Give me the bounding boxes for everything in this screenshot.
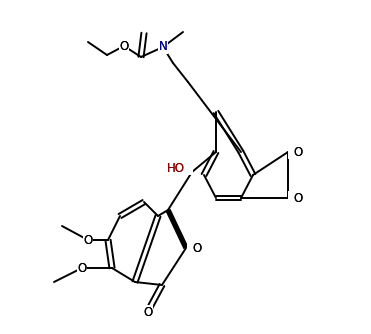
- FancyBboxPatch shape: [143, 305, 153, 319]
- Text: O: O: [293, 146, 302, 159]
- FancyBboxPatch shape: [83, 233, 93, 247]
- Text: O: O: [78, 262, 86, 275]
- Text: O: O: [83, 233, 93, 246]
- FancyBboxPatch shape: [187, 241, 197, 255]
- Text: O: O: [293, 191, 302, 204]
- Text: O: O: [192, 241, 201, 255]
- Text: O: O: [83, 233, 93, 246]
- Text: O: O: [293, 146, 302, 159]
- Text: O: O: [78, 262, 86, 275]
- Text: O: O: [143, 306, 152, 319]
- Text: O: O: [192, 241, 201, 255]
- FancyBboxPatch shape: [77, 261, 87, 275]
- Text: N: N: [159, 40, 167, 53]
- FancyBboxPatch shape: [119, 39, 129, 53]
- Text: O: O: [119, 39, 129, 52]
- Text: HO: HO: [167, 162, 185, 174]
- Text: O: O: [293, 191, 302, 204]
- Text: O: O: [119, 39, 129, 52]
- FancyBboxPatch shape: [288, 191, 298, 205]
- Text: HO: HO: [167, 162, 185, 174]
- Text: N: N: [159, 40, 167, 53]
- FancyBboxPatch shape: [158, 40, 168, 54]
- FancyBboxPatch shape: [177, 161, 193, 175]
- Text: O: O: [143, 306, 152, 319]
- FancyBboxPatch shape: [288, 145, 298, 159]
